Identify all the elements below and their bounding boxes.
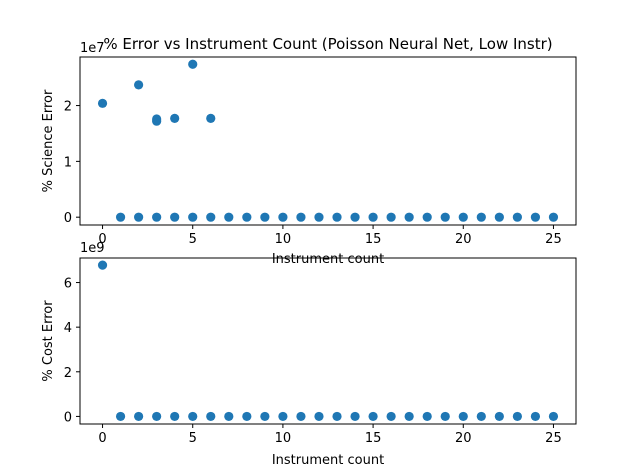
cost-error-data-point [152,411,162,422]
science-error-data-point [134,212,144,222]
cost-error-data-point [458,411,468,422]
cost-error-y-tick-label: 0 [64,410,72,425]
science-error-data-point [440,212,450,222]
science-error-y-tick-label: 0 [64,211,72,226]
cost-error-x-ticks: 0 5 10 15 20 25 [98,424,562,446]
science-error-data-point [278,212,288,222]
science-error-data-point [260,212,270,222]
science-error-data-point [206,113,216,123]
science-error-data-point [548,212,559,222]
cost-error-data-point [296,411,306,422]
science-error-data-point [170,113,180,123]
science-error-x-tick-label: 15 [365,232,382,247]
cost-error-data-point [242,411,252,422]
science-error-data-point [422,212,432,222]
science-error-x-tick-label: 25 [545,232,562,247]
cost-error-data-point [115,411,126,422]
science-error-data-point [530,212,541,222]
science-error-data-point [115,212,126,222]
science-error-data-point [188,212,198,222]
science-error-data-point [476,212,486,222]
science-error-y-tick-label: 1 [64,155,72,170]
cost-error-data-point [512,411,522,422]
cost-error-y-tick-label: 4 [64,321,72,336]
science-error-data-point [296,212,306,222]
cost-error-data-point [494,411,504,422]
cost-error-axes-frame [79,257,577,425]
cost-error-data-point [170,411,180,422]
science-error-x-ticks: 0 5 10 15 20 25 [98,225,562,247]
cost-error-data-point [260,411,270,422]
science-error-axes-frame [79,56,577,226]
science-error-markers [97,59,559,222]
cost-error-subplot: 0 2 4 6 0 5 10 15 20 25 1e9 Instrument count % C… [41,241,577,468]
science-error-x-tick-label: 0 [98,232,106,247]
science-error-data-point [206,212,216,222]
science-error-data-point [350,212,360,222]
cost-error-x-axis-label: Instrument count [272,453,384,468]
cost-error-data-point [97,260,108,270]
cost-error-x-tick-label: 20 [455,431,472,446]
science-error-y-ticks: 0 1 2 [64,100,80,226]
cost-error-y-ticks: 0 2 4 6 [64,277,80,425]
cost-error-data-point [206,411,216,422]
science-error-data-point [188,59,198,69]
cost-error-x-tick-label: 5 [189,431,197,446]
science-error-data-point [170,212,180,222]
cost-error-data-point [278,411,288,422]
cost-error-data-point [440,411,450,422]
science-error-data-point [97,98,108,108]
science-error-x-tick-label: 5 [189,232,197,247]
cost-error-y-tick-label: 6 [64,277,72,292]
science-error-subplot: 0 1 2 0 5 10 15 20 25 1e7 Instrument count % Sc… [41,35,577,267]
cost-error-data-point [368,411,378,422]
science-error-data-point [224,212,234,222]
science-error-data-point [494,212,504,222]
science-error-y-axis-label: % Science Error [41,89,56,192]
cost-error-x-tick-label: 10 [275,431,292,446]
science-error-data-point [134,80,144,90]
science-error-data-point [314,212,324,222]
cost-error-data-point [332,411,342,422]
cost-error-y-axis-label: % Cost Error [41,300,56,382]
cost-error-data-point [314,411,324,422]
cost-error-data-point [530,411,541,422]
science-error-data-point [368,212,378,222]
cost-error-data-point [422,411,432,422]
science-error-data-point [404,212,414,222]
science-error-data-point [152,114,162,124]
cost-error-offset-text: 1e9 [80,241,105,256]
cost-error-data-point [476,411,486,422]
cost-error-x-tick-label: 15 [365,431,382,446]
cost-error-x-tick-label: 0 [98,431,106,446]
science-error-x-axis-label: Instrument count [272,252,384,267]
cost-error-data-point [404,411,414,422]
cost-error-y-tick-label: 2 [64,366,72,381]
science-error-data-point [332,212,342,222]
science-error-offset-text: 1e7 [80,41,105,56]
cost-error-markers [97,260,559,422]
cost-error-x-tick-label: 25 [545,431,562,446]
science-error-data-point [458,212,468,222]
science-error-data-point [242,212,252,222]
cost-error-data-point [224,411,234,422]
chart-title: % Error vs Instrument Count (Poisson Neu… [103,35,552,53]
cost-error-data-point [350,411,360,422]
cost-error-data-point [386,411,396,422]
science-error-y-tick-label: 2 [64,100,72,115]
science-error-data-point [386,212,396,222]
science-error-data-point [512,212,522,222]
science-error-data-point [152,212,162,222]
cost-error-data-point [188,411,198,422]
cost-error-data-point [548,411,559,422]
science-error-x-tick-label: 10 [275,232,292,247]
science-error-x-tick-label: 20 [455,232,472,247]
cost-error-data-point [134,411,144,422]
